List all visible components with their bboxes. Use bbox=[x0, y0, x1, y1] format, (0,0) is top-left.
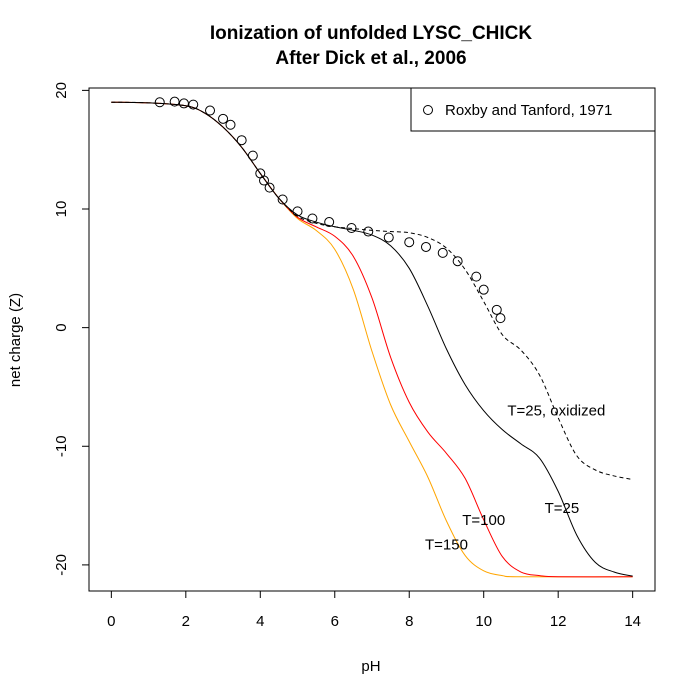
y-tick-label: -20 bbox=[53, 554, 70, 576]
x-tick-label: 0 bbox=[107, 613, 115, 630]
x-tick-label: 6 bbox=[331, 613, 339, 630]
data-point bbox=[363, 226, 374, 237]
label-t25: T=25 bbox=[545, 500, 580, 517]
legend: Roxby and Tanford, 1971 bbox=[410, 87, 656, 132]
x-tick-label: 8 bbox=[405, 613, 413, 630]
x-axis: 0 2 4 6 8 10 12 14 bbox=[107, 590, 641, 630]
data-point bbox=[437, 247, 448, 258]
label-t100: T=100 bbox=[462, 512, 505, 529]
data-point bbox=[346, 222, 357, 233]
data-point bbox=[259, 175, 270, 186]
data-point bbox=[169, 96, 180, 107]
data-point bbox=[495, 313, 506, 324]
data-point bbox=[247, 150, 258, 161]
points-layer bbox=[154, 96, 506, 324]
data-point bbox=[383, 232, 394, 243]
data-point bbox=[264, 182, 275, 193]
x-tick-label: 12 bbox=[550, 613, 567, 630]
chart-title: Ionization of unfolded LYSC_CHICK bbox=[210, 23, 533, 44]
series-layer bbox=[111, 101, 633, 578]
data-point bbox=[225, 119, 236, 130]
y-tick-label: -10 bbox=[53, 435, 70, 457]
series-line-t-25 bbox=[111, 101, 633, 577]
data-point bbox=[452, 256, 463, 267]
data-point bbox=[491, 304, 502, 315]
data-point bbox=[478, 284, 489, 295]
legend-marker-icon bbox=[423, 105, 433, 115]
y-axis-label: net charge (Z) bbox=[7, 293, 24, 387]
data-point bbox=[292, 206, 303, 217]
y-axis: -20 -10 0 10 20 bbox=[53, 82, 90, 576]
data-point bbox=[205, 105, 216, 116]
y-tick-label: 10 bbox=[53, 201, 70, 218]
x-tick-label: 14 bbox=[624, 613, 641, 630]
data-point bbox=[236, 135, 247, 146]
x-tick-label: 4 bbox=[256, 613, 264, 630]
data-point bbox=[277, 194, 288, 205]
chart-subtitle: After Dick et al., 2006 bbox=[275, 48, 466, 69]
y-tick-label: 20 bbox=[53, 82, 70, 99]
data-point bbox=[307, 213, 318, 224]
data-point bbox=[404, 237, 415, 248]
data-point bbox=[420, 241, 431, 252]
data-point bbox=[188, 99, 199, 110]
data-point bbox=[324, 217, 335, 228]
y-tick-label: 0 bbox=[53, 323, 70, 331]
x-tick-label: 10 bbox=[475, 613, 492, 630]
label-t25-oxidized: T=25, oxidized bbox=[507, 403, 605, 420]
data-point bbox=[154, 97, 165, 108]
x-axis-label: pH bbox=[361, 658, 380, 675]
data-point bbox=[178, 98, 189, 109]
legend-entry-label: Roxby and Tanford, 1971 bbox=[445, 102, 612, 119]
x-tick-label: 2 bbox=[182, 613, 190, 630]
data-point bbox=[218, 113, 229, 124]
legend-box bbox=[410, 87, 656, 132]
series-line-t-25-oxidized bbox=[111, 101, 633, 480]
label-t150: T=150 bbox=[425, 537, 468, 554]
data-point bbox=[471, 271, 482, 282]
